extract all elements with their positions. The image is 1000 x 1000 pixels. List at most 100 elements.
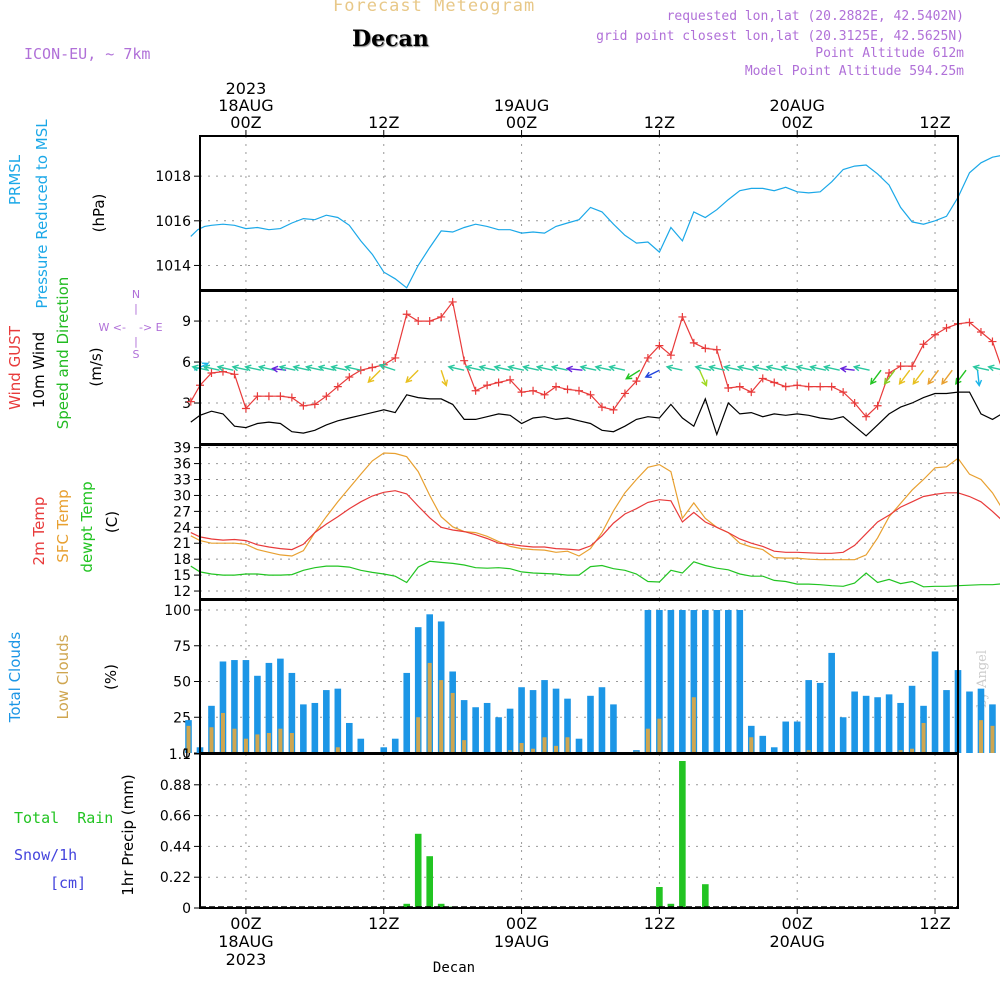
low-cloud-bar: [645, 728, 650, 753]
total-cloud-bar: [277, 658, 284, 753]
total-cloud-bar: [862, 695, 870, 753]
temp-unit: (C): [103, 511, 121, 533]
low-cloud-bar: [289, 732, 294, 753]
wind-unit: (m/s): [87, 347, 105, 386]
temperature-ytick-label: 12: [173, 584, 191, 600]
sfc-temp-label: SFC Temp: [54, 489, 72, 562]
bottom-time-label: 00Z: [506, 914, 537, 933]
temp2m-label: 2m Temp: [30, 497, 48, 566]
wind-direction-arrow: [447, 364, 465, 372]
precip-ytick-label: 1.1: [169, 747, 191, 763]
wind-direction-arrow: [883, 369, 896, 385]
pressure-label: PRMSL: [6, 154, 24, 205]
model-name: ICON-EU, ~ 7km: [24, 45, 151, 63]
wind-gust-marker: [678, 312, 687, 321]
wind-gust-marker: [701, 344, 710, 353]
temperature-ytick-label: 21: [173, 536, 191, 552]
top-time-label: 00Z: [506, 113, 537, 132]
rain-bar: [437, 903, 445, 908]
total-cloud-bar: [759, 735, 767, 753]
temperature-ytick-label: 24: [173, 520, 191, 536]
temperature-panel-frame: [199, 444, 959, 600]
temperature-ytick-label: 33: [173, 473, 191, 489]
grid-point: grid point closest lon,lat (20.3125E, 42…: [596, 29, 964, 44]
wind-gust-marker: [425, 317, 434, 326]
total-clouds-label: Total Clouds: [6, 632, 24, 724]
wind-gust-marker: [873, 401, 882, 410]
wind-gust-marker: [186, 397, 195, 406]
clouds-unit: (%): [102, 664, 120, 690]
wind-gust-marker: [207, 368, 216, 377]
pressure-label-long: Pressure Reduced to MSL: [33, 119, 51, 309]
wind10m-label: 10m Wind: [30, 332, 48, 408]
top-time-label: 12Z: [644, 113, 675, 132]
wind-direction-arrow: [941, 369, 953, 386]
wind-gust-marker: [391, 353, 400, 362]
low-cloud-bar: [565, 737, 570, 753]
wind-direction-arrow: [440, 370, 449, 387]
wind-direction-arrow: [464, 364, 482, 372]
wind-direction-arrow: [698, 369, 708, 387]
wind-direction-arrow: [330, 364, 348, 372]
wind-direction-arrow: [795, 364, 813, 372]
low-cloud-bar: [186, 725, 191, 753]
snow-label: Snow/1h: [14, 846, 77, 864]
requested-point: requested lon,lat (20.2882E, 42.5402N): [666, 9, 964, 24]
low-cloud-bar: [278, 728, 283, 753]
low-cloud-bar: [335, 747, 340, 753]
wind-gust-marker: [264, 392, 273, 401]
wind-direction-arrow: [723, 364, 740, 372]
wind-gust-marker: [896, 362, 905, 371]
wind-gust-marker: [850, 399, 859, 408]
low-cloud-bar: [519, 742, 524, 753]
wind-direction-arrow: [708, 364, 726, 372]
low-cloud-bar: [255, 734, 260, 753]
wind-gust-marker: [781, 382, 790, 391]
pressure-ytick-label: 1018: [155, 169, 191, 185]
wind-direction-arrow: [822, 364, 840, 372]
total-cloud-bar: [644, 610, 652, 753]
low-cloud-bar: [450, 692, 455, 753]
top-time-label: 00Z: [782, 113, 813, 132]
chart-title: Forecast Meteogram: [333, 0, 536, 16]
wind-direction-arrow: [257, 364, 275, 372]
total-cloud-bar: [874, 697, 881, 753]
point-altitude: Point Altitude 612m: [815, 46, 964, 61]
snow-unit: [cm]: [50, 874, 86, 892]
wind-line-gust: [190, 300, 1000, 418]
wind-gust-marker: [804, 382, 813, 391]
bottom-time-label: 20AUG: [770, 932, 825, 951]
total-cloud-bar: [311, 702, 319, 753]
wind-line-wind10m: [190, 391, 1000, 437]
total-cloud-bar: [529, 690, 537, 753]
precip-ytick-label: 0.44: [160, 839, 191, 855]
compass-east: -> E: [139, 321, 163, 334]
wind-direction-arrow: [975, 370, 983, 387]
wind-direction-arrow: [869, 369, 882, 386]
low-cloud-bar: [232, 728, 237, 753]
wind-direction-arrow: [625, 369, 641, 380]
low-cloud-bar: [243, 738, 248, 753]
total-cloud-bar: [782, 721, 790, 753]
total-cloud-bar: [472, 707, 479, 753]
total-cloud-bar: [690, 610, 698, 753]
wind-direction-arrow: [927, 369, 940, 386]
wind-gust-marker: [839, 388, 848, 397]
low-clouds-label: Low Clouds: [54, 634, 72, 719]
wind-gust-marker: [299, 401, 308, 410]
rain-bar: [403, 903, 411, 908]
wind-direction-arrow: [231, 364, 249, 372]
total-cloud-bar: [483, 702, 491, 753]
wind-gust-marker: [563, 385, 572, 394]
rain-bar: [679, 761, 686, 908]
wind-direction-arrow: [972, 364, 990, 372]
wind-gust-marker: [816, 382, 825, 391]
wind-ytick-label: 9: [182, 314, 191, 330]
low-cloud-bar: [439, 680, 444, 753]
bottom-time-label: 00Z: [230, 914, 261, 933]
total-cloud-bar: [713, 610, 721, 753]
low-cloud-bar: [542, 737, 547, 753]
total-cloud-bar: [966, 691, 973, 753]
wind-direction-arrow: [644, 369, 660, 378]
